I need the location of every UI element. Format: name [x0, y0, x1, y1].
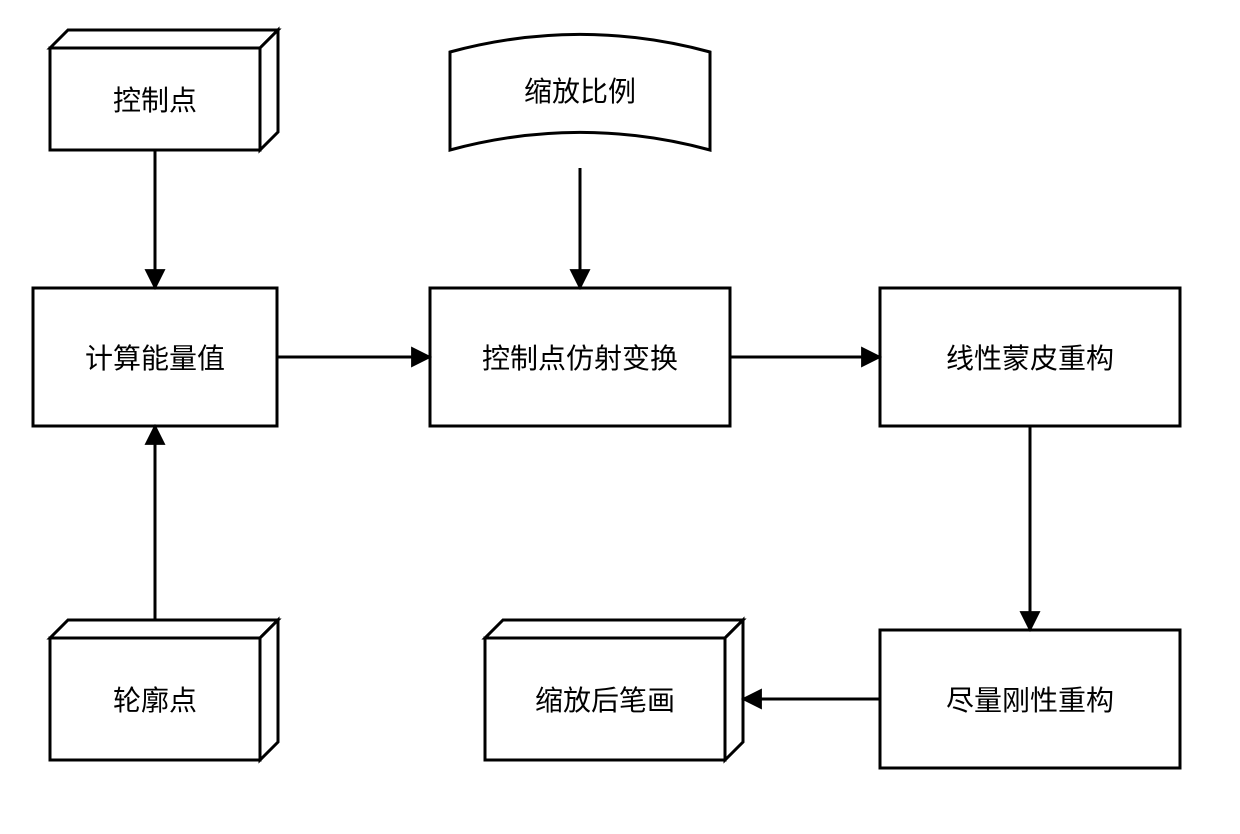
node-contour_pts: [50, 620, 278, 760]
flowchart-canvas: [0, 0, 1240, 834]
node-affine_trans: [430, 288, 730, 426]
node-linear_skin: [880, 288, 1180, 426]
node-scale_ratio: [450, 34, 710, 150]
node-rigid_reconstruct: [880, 630, 1180, 768]
node-control_pts: [50, 30, 278, 150]
node-calc_energy: [33, 288, 277, 426]
node-scaled_stroke: [485, 620, 743, 760]
